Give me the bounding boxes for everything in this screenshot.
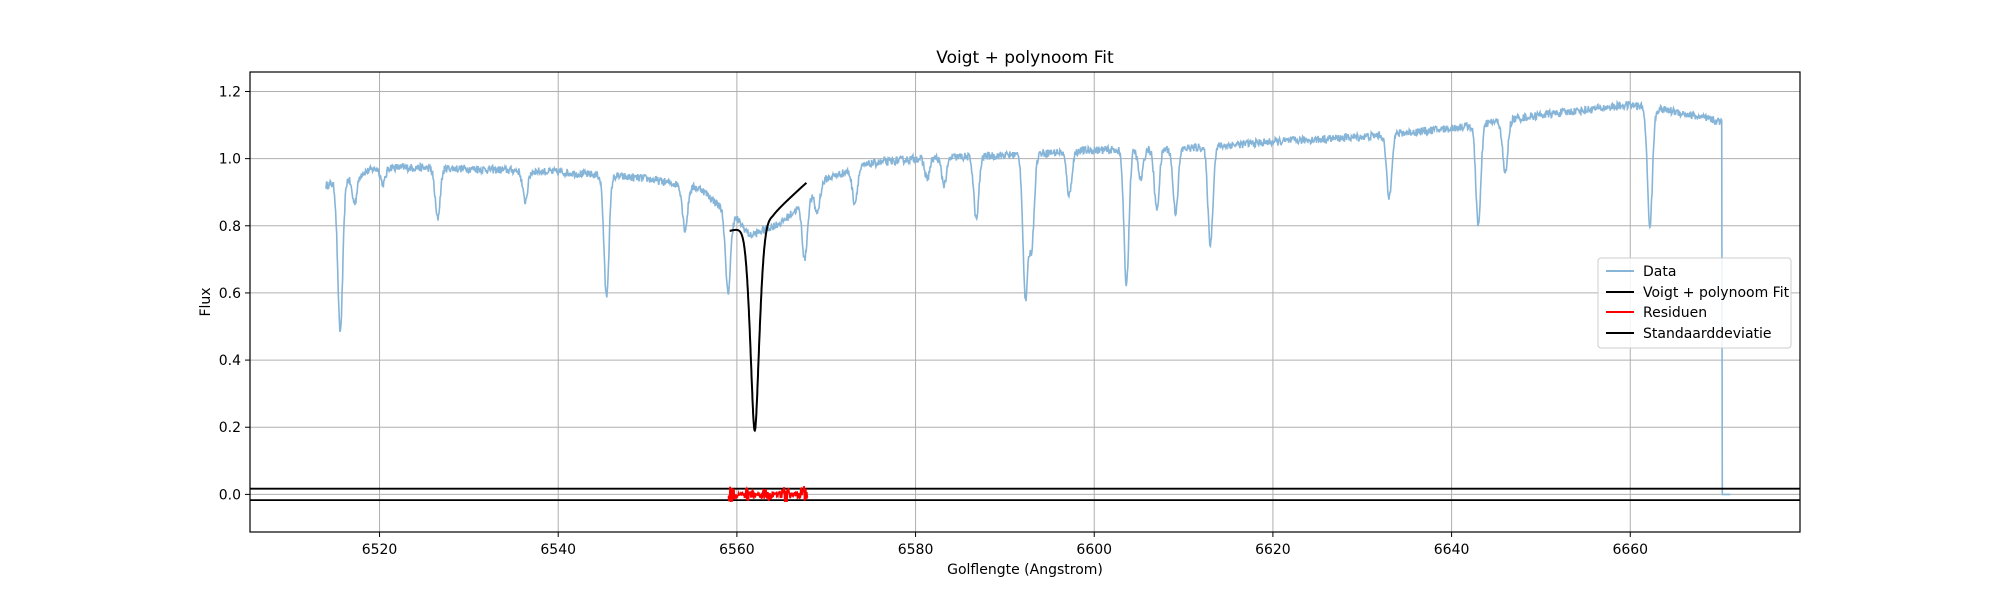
- x-tick-label: 6640: [1434, 542, 1470, 558]
- y-tick-label: 0.8: [219, 219, 241, 235]
- x-tick-label: 6620: [1255, 542, 1291, 558]
- y-tick-label: 0.4: [219, 353, 241, 369]
- x-tick-label: 6580: [898, 542, 934, 558]
- fit-series-line: [729, 182, 808, 433]
- legend-label-fit: Voigt + polynoom Fit: [1643, 285, 1790, 301]
- x-tick-label: 6660: [1612, 542, 1648, 558]
- data-series-line: [325, 99, 1731, 496]
- x-axis-label: Golflengte (Angstrom): [947, 562, 1103, 578]
- legend-box: [1597, 257, 1792, 349]
- legend-label-stddev: Standaarddeviatie: [1643, 326, 1772, 342]
- y-tick-label: 0.6: [219, 286, 241, 302]
- y-axis-label: Flux: [198, 287, 214, 316]
- x-tick-label: 6540: [540, 542, 576, 558]
- y-tick-label: 1.2: [219, 84, 241, 100]
- legend-label-data: Data: [1643, 264, 1676, 280]
- residuals-series-line: [727, 485, 809, 503]
- legend-label-residuals: Residuen: [1643, 305, 1707, 321]
- x-tick-label: 6520: [362, 542, 398, 558]
- x-tick-label: 6560: [719, 542, 755, 558]
- chart-title: Voigt + polynoom Fit: [936, 48, 1114, 68]
- plot-frame: [249, 71, 1801, 533]
- y-tick-label: 0.0: [219, 487, 241, 503]
- plot-area: [250, 99, 1800, 503]
- grid-lines: [250, 72, 1800, 532]
- x-tick-label: 6600: [1076, 542, 1112, 558]
- y-tick-label: 0.2: [219, 420, 241, 436]
- y-tick-label: 1.0: [219, 152, 241, 168]
- legend: Data Voigt + polynoom Fit Residuen Stand…: [1597, 257, 1792, 349]
- x-axis-ticks: 6520 6540 6560 6580 6600 6620 6640 6660: [362, 532, 1648, 558]
- y-axis-ticks: 0.0 0.2 0.4 0.6 0.8 1.0 1.2: [219, 84, 250, 503]
